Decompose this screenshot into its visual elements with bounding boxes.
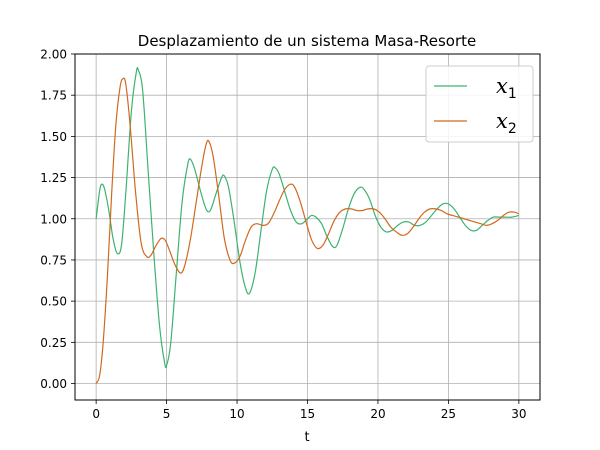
y-tick-label: 2.00 [40, 48, 67, 62]
y-tick-label: 1.00 [40, 212, 67, 226]
x-tick-label: 30 [511, 407, 526, 421]
y-tick-label: 1.25 [40, 171, 67, 185]
x-tick-label: 25 [441, 407, 456, 421]
y-tick-label: 0.00 [40, 377, 67, 391]
y-tick-label: 0.75 [40, 253, 67, 267]
chart-title: Desplazamiento de un sistema Masa-Resort… [138, 32, 476, 50]
series-layer [95, 66, 520, 384]
grid [75, 53, 540, 400]
legend-label-x2: x2 [496, 109, 517, 137]
y-tick-label: 1.50 [40, 130, 67, 144]
ticks: 0 5 10 15 20 25 30 0.00 0.25 0.50 0.75 1.00 1.25 1.50… [40, 48, 526, 422]
x-tick-label: 5 [163, 407, 171, 421]
x-tick-label: 0 [92, 407, 100, 421]
y-tick-label: 0.50 [40, 295, 67, 309]
x-tick-label: 20 [370, 407, 385, 421]
x-tick-label: 15 [300, 407, 315, 421]
y-tick-label: 0.25 [40, 336, 67, 350]
series-line-x2 [95, 77, 520, 384]
legend-label-x1: x1 [496, 74, 517, 102]
legend-box [425, 65, 534, 143]
y-tick-label: 1.75 [40, 89, 67, 103]
x-axis-label: t [304, 430, 309, 445]
x-tick-label: 10 [229, 407, 244, 421]
